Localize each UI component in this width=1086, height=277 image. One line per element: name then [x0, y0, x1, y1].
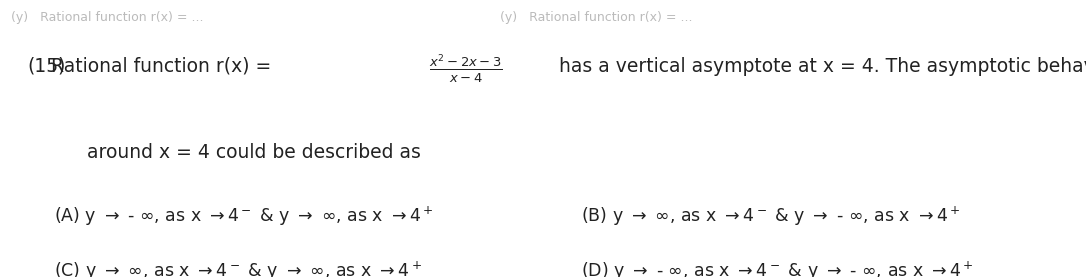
Text: (D) y $\rightarrow$ - $\infty$, as x $\rightarrow$$4^-$ & y $\rightarrow$ - $\in: (D) y $\rightarrow$ - $\infty$, as x $\r… — [581, 260, 974, 277]
Text: Rational function r(x) =: Rational function r(x) = — [33, 57, 277, 76]
Text: has a vertical asymptote at x = 4. The asymptotic behavior: has a vertical asymptote at x = 4. The a… — [559, 57, 1086, 76]
Text: (A) y $\rightarrow$ - $\infty$, as x $\rightarrow$$4^-$ & y $\rightarrow$ $\inft: (A) y $\rightarrow$ - $\infty$, as x $\r… — [54, 204, 433, 228]
Text: (y)   Rational function r(x) = ...: (y) Rational function r(x) = ... — [11, 11, 203, 24]
Text: (C) y $\rightarrow$ $\infty$, as x $\rightarrow$$4^-$ & y $\rightarrow$ $\infty$: (C) y $\rightarrow$ $\infty$, as x $\rig… — [54, 260, 422, 277]
Text: (15): (15) — [27, 57, 65, 76]
Text: (B) y $\rightarrow$ $\infty$, as x $\rightarrow$$4^-$ & y $\rightarrow$ - $\inft: (B) y $\rightarrow$ $\infty$, as x $\rig… — [581, 204, 961, 228]
Text: $\frac{x^2-2x-3}{x-4}$: $\frac{x^2-2x-3}{x-4}$ — [429, 53, 503, 85]
Text: (y)   Rational function r(x) = ...: (y) Rational function r(x) = ... — [500, 11, 692, 24]
Text: around x = 4 could be described as: around x = 4 could be described as — [87, 143, 420, 162]
